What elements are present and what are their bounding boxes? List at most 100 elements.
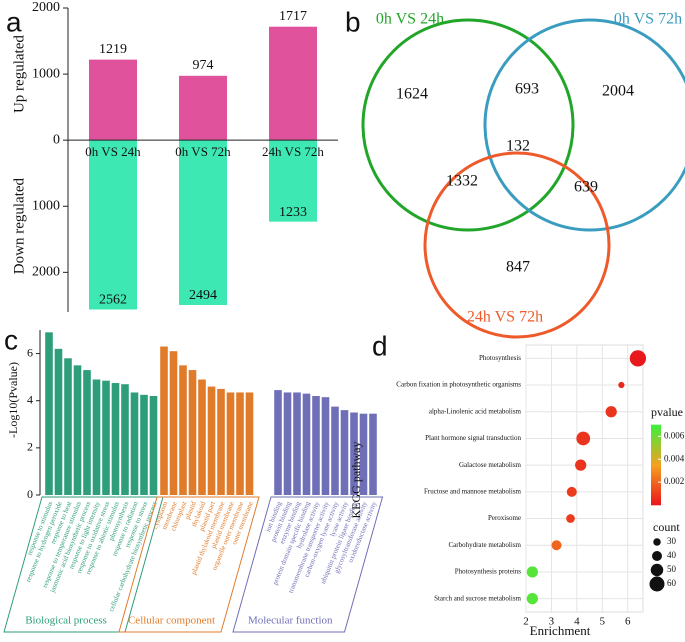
colorbar-step (651, 484, 661, 488)
x-axis-title: Enrichment (530, 623, 591, 638)
colorbar-step (651, 480, 661, 484)
bar (269, 140, 317, 222)
y-tick-label: Carbon fixation in photosynthetic organi… (396, 381, 521, 389)
y-tick-label: Carbohydrate metabolism (448, 541, 521, 549)
set-circle (483, 18, 685, 232)
colorbar-step (651, 500, 661, 504)
bar (312, 396, 320, 495)
colorbar-step (651, 446, 661, 450)
colorbar-step (651, 450, 661, 454)
panel-letter: c (4, 324, 18, 355)
colorbar-step (651, 430, 661, 434)
colorbar-step (651, 498, 661, 502)
set-label: 0h VS 72h (614, 11, 682, 28)
bar (245, 392, 254, 495)
y-axis-title: -Log10(Pvalue) (6, 362, 20, 438)
y-tick-label: Galactose metabolism (459, 461, 522, 469)
bar (169, 351, 178, 495)
bubble (526, 566, 538, 578)
region-count: 2004 (602, 83, 634, 100)
y-tick-label: 2000 (32, 265, 60, 280)
bar (149, 396, 158, 495)
y-tick-label: Photosynthesis proteins (455, 568, 522, 576)
bar (89, 140, 137, 310)
colorbar-step (651, 486, 661, 490)
region-count: 1332 (446, 173, 478, 190)
y-tick-label: 1000 (32, 198, 60, 213)
x-tick-label: 3 (549, 616, 555, 628)
y-tick-label: 1000 (32, 66, 60, 81)
y-axis-title: KEGG pathway (349, 442, 363, 519)
colorbar-step (651, 462, 661, 466)
legend-title: pvalue (651, 405, 683, 419)
group-label: Cellular component (128, 615, 215, 627)
bar (179, 140, 227, 305)
region-count: 132 (506, 138, 530, 155)
colorbar-step (651, 440, 661, 444)
region-count: 1624 (396, 86, 428, 103)
set-circle (361, 18, 575, 232)
group-label: Biological process (25, 615, 107, 627)
bar (302, 393, 311, 495)
bar (45, 332, 53, 495)
colorbar-step (651, 470, 661, 474)
colorbar-step (651, 494, 661, 498)
colorbar-step (651, 426, 661, 430)
bar (140, 394, 148, 495)
y-tick-label: 4 (27, 392, 33, 406)
y-tick-label: Photosynthesis (479, 354, 521, 362)
colorbar-step (651, 468, 661, 472)
bar (89, 59, 137, 141)
bar (54, 348, 63, 495)
bar (179, 365, 187, 495)
group-box (118, 496, 260, 633)
bubble (629, 350, 647, 367)
bubble (551, 540, 562, 551)
value-label: 1219 (99, 42, 127, 57)
colorbar-step (651, 466, 661, 470)
y-axis-title: Up regulated (11, 35, 27, 113)
bar (130, 392, 139, 495)
value-label: 2494 (189, 288, 217, 303)
plot-area (525, 344, 644, 613)
bubble (605, 406, 617, 418)
x-tick-label: 4 (574, 616, 580, 628)
bar (321, 397, 330, 495)
colorbar-step (651, 454, 661, 458)
bar (217, 388, 225, 495)
set-circle (423, 151, 611, 339)
y-tick-label: 2000 (32, 0, 60, 15)
x-tick-label: 2 (523, 616, 529, 628)
bubble (575, 459, 587, 471)
x-tick-label: 5 (600, 616, 606, 628)
panel-letter: d (372, 330, 388, 361)
colorbar-step (651, 442, 661, 446)
bar (121, 384, 129, 495)
size-key (650, 563, 664, 577)
legend-tick-label: 40 (667, 550, 677, 560)
colorbar-step (651, 432, 661, 436)
colorbar-step (651, 448, 661, 452)
legend-tick-label: 50 (667, 564, 677, 574)
colorbar-step (651, 488, 661, 492)
y-axis-title: Down regulated (11, 177, 27, 274)
set-label: 24h VS 72h (467, 309, 543, 326)
bar (331, 406, 339, 495)
set-label: 0h VS 24h (376, 11, 444, 28)
bar (283, 392, 292, 495)
colorbar-step (651, 472, 661, 476)
bar (73, 365, 82, 495)
y-tick-label: 0 (27, 487, 33, 501)
bar (188, 370, 197, 495)
bar (293, 392, 301, 495)
x-tick-label: 0h VS 72h (175, 144, 231, 159)
bubble (526, 593, 538, 605)
bar (350, 412, 358, 495)
colorbar-step (651, 474, 661, 478)
y-tick-label: 0 (53, 132, 60, 147)
colorbar-step (651, 458, 661, 462)
colorbar-step (651, 496, 661, 500)
colorbar-step (651, 476, 661, 480)
bar (83, 370, 91, 495)
